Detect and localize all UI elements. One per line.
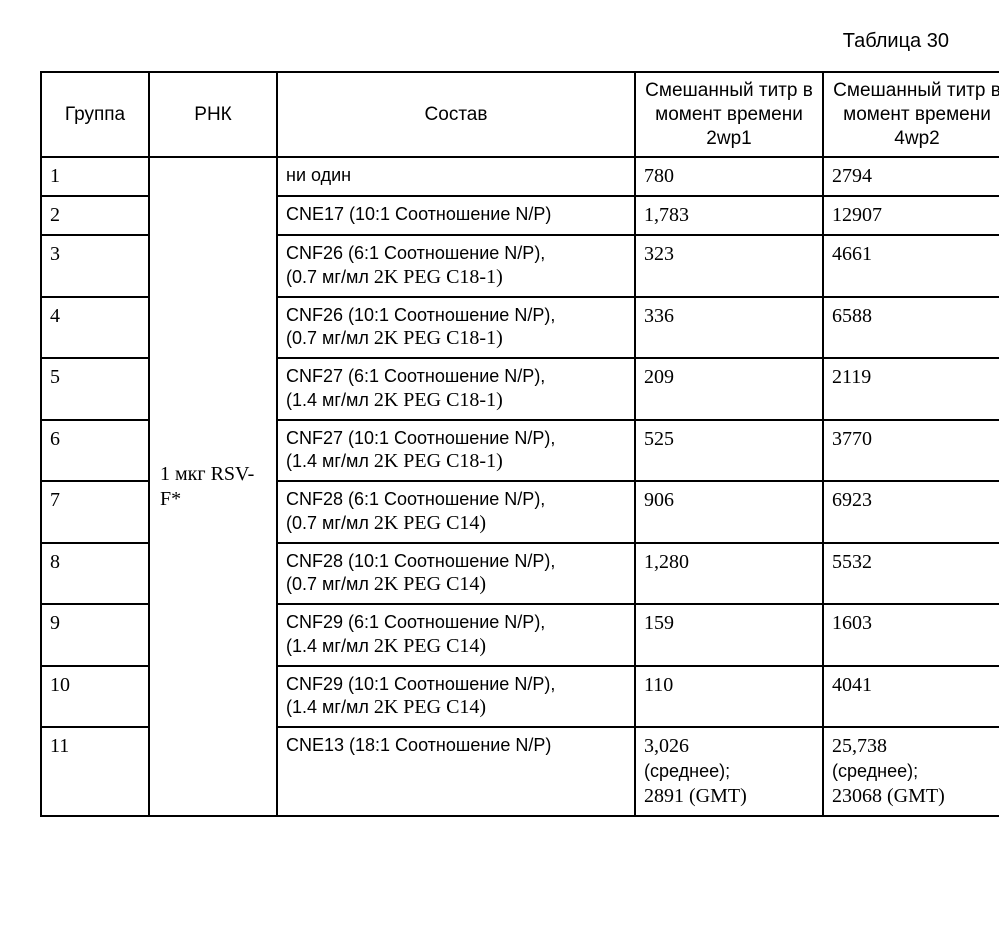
cell-titer1: 336 xyxy=(635,297,823,359)
cell-titer1: 110 xyxy=(635,666,823,728)
cell-group: 1 xyxy=(41,157,149,196)
cell-titer1: 159 xyxy=(635,604,823,666)
cell-group: 11 xyxy=(41,727,149,816)
cell-titer2: 6588 xyxy=(823,297,999,359)
comp-line2-pre: (0.7 мг/мл xyxy=(286,267,369,287)
cell-group: 7 xyxy=(41,481,149,543)
cell-titer2: 5532 xyxy=(823,543,999,605)
titer2-gmt: 23068 (GMT) xyxy=(832,785,945,807)
comp-line2-peg: 2K PEG C14) xyxy=(369,573,486,595)
comp-line1: CNF27 (10:1 Соотношение N/P), xyxy=(286,428,555,448)
col-header-titer1: Смешанный титр в момент времени 2wp1 xyxy=(635,72,823,157)
titer1-gmt: 2891 (GMT) xyxy=(644,785,747,807)
comp-line2-pre: (1.4 мг/мл xyxy=(286,636,369,656)
cell-group: 9 xyxy=(41,604,149,666)
cell-titer2: 4041 xyxy=(823,666,999,728)
comp-line2-peg: 2K PEG C18-1) xyxy=(369,266,503,288)
comp-line2-peg: 2K PEG C18-1) xyxy=(369,327,503,349)
comp-line2-peg: 2K PEG C18-1) xyxy=(369,389,503,411)
cell-comp: CNF26 (6:1 Соотношение N/P), (0.7 мг/мл … xyxy=(277,235,635,297)
comp-line1: CNE13 (18:1 Соотношение N/P) xyxy=(286,735,551,755)
comp-line2-pre: (0.7 мг/мл xyxy=(286,574,369,594)
cell-comp: ни один xyxy=(277,157,635,196)
cell-titer1: 906 xyxy=(635,481,823,543)
table-row: 1 1 мкг RSV-F* ни один 780 2794 xyxy=(41,157,999,196)
cell-titer1: 209 xyxy=(635,358,823,420)
titer1-note: (среднее); xyxy=(644,761,730,781)
cell-titer2: 4661 xyxy=(823,235,999,297)
cell-titer1: 525 xyxy=(635,420,823,482)
cell-titer2: 1603 xyxy=(823,604,999,666)
comp-line1: CNF26 (6:1 Соотношение N/P), xyxy=(286,243,545,263)
cell-group: 2 xyxy=(41,196,149,235)
comp-line2-peg: 2K PEG C14) xyxy=(369,635,486,657)
comp-line2-pre: (1.4 мг/мл xyxy=(286,697,369,717)
comp-line2-pre: (0.7 мг/мл xyxy=(286,328,369,348)
cell-titer2: 6923 xyxy=(823,481,999,543)
cell-titer1: 3,026 (среднее); 2891 (GMT) xyxy=(635,727,823,816)
col-header-rnk: РНК xyxy=(149,72,277,157)
cell-comp: CNF28 (10:1 Соотношение N/P), (0.7 мг/мл… xyxy=(277,543,635,605)
cell-titer2: 3770 xyxy=(823,420,999,482)
titer2-note: (среднее); xyxy=(832,761,918,781)
titer2-val: 25,738 xyxy=(832,735,887,757)
cell-titer1: 1,783 xyxy=(635,196,823,235)
cell-titer2: 12907 xyxy=(823,196,999,235)
cell-rnk-merged: 1 мкг RSV-F* xyxy=(149,157,277,816)
cell-titer1: 780 xyxy=(635,157,823,196)
comp-line1: CNF28 (10:1 Соотношение N/P), xyxy=(286,551,555,571)
cell-comp: CNF29 (6:1 Соотношение N/P), (1.4 мг/мл … xyxy=(277,604,635,666)
cell-comp: CNF27 (6:1 Соотношение N/P), (1.4 мг/мл … xyxy=(277,358,635,420)
comp-line1: CNF29 (10:1 Соотношение N/P), xyxy=(286,674,555,694)
col-header-group: Группа xyxy=(41,72,149,157)
cell-group: 8 xyxy=(41,543,149,605)
cell-titer2: 2794 xyxy=(823,157,999,196)
cell-titer2: 25,738 (среднее); 23068 (GMT) xyxy=(823,727,999,816)
comp-line1: CNF29 (6:1 Соотношение N/P), xyxy=(286,612,545,632)
comp-line1: CNF26 (10:1 Соотношение N/P), xyxy=(286,305,555,325)
cell-titer2: 2119 xyxy=(823,358,999,420)
cell-comp: CNF29 (10:1 Соотношение N/P), (1.4 мг/мл… xyxy=(277,666,635,728)
cell-comp: CNF27 (10:1 Соотношение N/P), (1.4 мг/мл… xyxy=(277,420,635,482)
table-caption: Таблица 30 xyxy=(40,30,949,53)
data-table: Группа РНК Состав Смешанный титр в момен… xyxy=(40,71,999,817)
titer1-val: 3,026 xyxy=(644,735,689,757)
cell-comp: CNF28 (6:1 Соотношение N/P), (0.7 мг/мл … xyxy=(277,481,635,543)
col-header-titer2: Смешанный титр в момент времени 4wp2 xyxy=(823,72,999,157)
cell-group: 3 xyxy=(41,235,149,297)
header-row: Группа РНК Состав Смешанный титр в момен… xyxy=(41,72,999,157)
cell-titer1: 1,280 xyxy=(635,543,823,605)
cell-titer1: 323 xyxy=(635,235,823,297)
comp-line1: CNF28 (6:1 Соотношение N/P), xyxy=(286,489,545,509)
cell-comp: CNF26 (10:1 Соотношение N/P), (0.7 мг/мл… xyxy=(277,297,635,359)
comp-line2-peg: 2K PEG C14) xyxy=(369,512,486,534)
comp-line2-peg: 2K PEG C18-1) xyxy=(369,450,503,472)
comp-line2-pre: (1.4 мг/мл xyxy=(286,451,369,471)
comp-line1: CNE17 (10:1 Соотношение N/P) xyxy=(286,204,551,224)
cell-comp: CNE17 (10:1 Соотношение N/P) xyxy=(277,196,635,235)
cell-group: 6 xyxy=(41,420,149,482)
comp-line2-pre: (1.4 мг/мл xyxy=(286,390,369,410)
comp-line2-pre: (0.7 мг/мл xyxy=(286,513,369,533)
col-header-comp: Состав xyxy=(277,72,635,157)
cell-comp: CNE13 (18:1 Соотношение N/P) xyxy=(277,727,635,816)
comp-line1: CNF27 (6:1 Соотношение N/P), xyxy=(286,366,545,386)
cell-group: 4 xyxy=(41,297,149,359)
cell-group: 5 xyxy=(41,358,149,420)
comp-line2-peg: 2K PEG C14) xyxy=(369,696,486,718)
cell-group: 10 xyxy=(41,666,149,728)
comp-line1: ни один xyxy=(286,165,351,185)
